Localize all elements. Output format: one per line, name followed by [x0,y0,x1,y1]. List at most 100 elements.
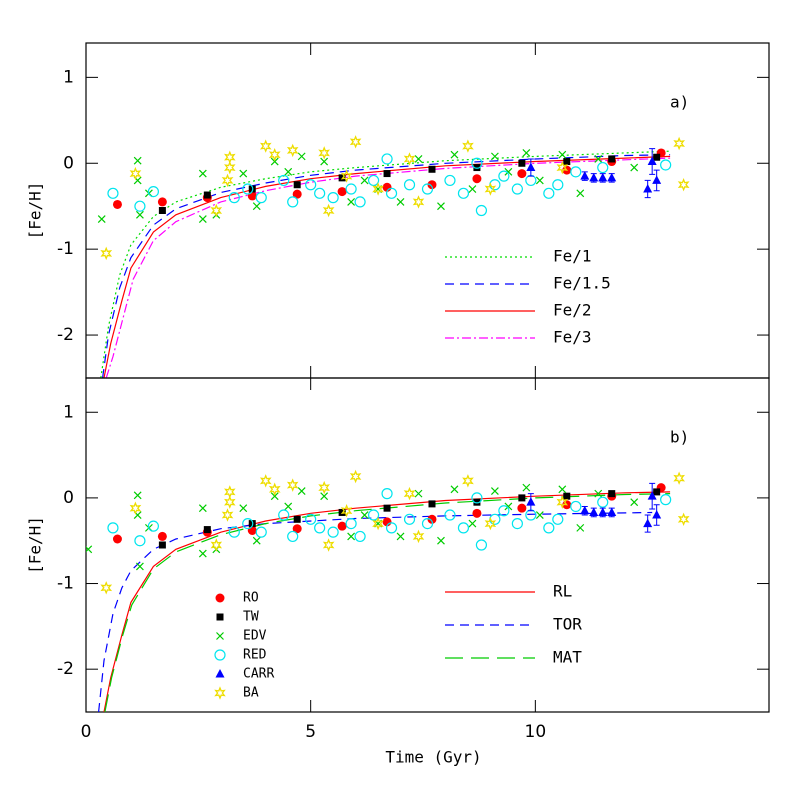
point [198,169,207,178]
model-line [100,150,671,378]
point [286,143,299,158]
point [372,516,384,531]
legend-label: EDV [243,629,267,644]
point [652,175,662,184]
point [608,155,616,163]
legend-swatch [216,632,224,640]
point [552,513,564,525]
point [471,492,483,504]
point [255,526,267,538]
point [414,489,423,498]
point [314,187,326,199]
point [673,471,686,485]
y-axis-label: [Fe/H] [26,182,45,240]
legend-swatch [215,669,225,678]
point [518,159,526,167]
point [286,478,299,492]
point [367,174,380,187]
point [498,170,510,182]
legend-swatch [215,593,225,603]
legend-label: RED [243,648,267,663]
point [210,203,223,218]
point [471,157,483,169]
point [382,517,392,527]
legend-label: CARR [243,667,274,682]
x-axis-label: Time (Gyr) [385,748,481,767]
point [354,530,366,543]
point [653,153,661,161]
point [421,183,434,195]
point [320,492,329,501]
panel-label: a) [670,93,689,112]
point [511,517,523,530]
point [444,509,456,521]
point [427,514,437,524]
point [239,504,248,513]
y-tick-label: 1 [63,402,74,422]
point [607,172,617,182]
legend-label: Fe/3 [553,328,592,347]
point [270,157,279,166]
point [259,139,272,153]
point [518,494,526,502]
point [473,164,481,172]
point [598,172,608,182]
y-tick-label: -1 [57,574,74,594]
point [247,191,257,201]
point [598,507,608,516]
y-tick-label: 0 [63,153,74,173]
point [522,483,531,492]
point [278,509,290,521]
point [322,538,335,552]
point [525,174,537,187]
point [107,522,119,534]
point [580,171,590,180]
point [594,489,603,498]
point [112,534,122,544]
point [677,512,690,526]
point [224,495,236,509]
point [327,192,339,204]
point [284,167,293,176]
legend-label: RO [243,591,259,606]
point [223,150,236,164]
point [268,147,281,162]
legend-label: Fe/1.5 [553,274,611,293]
point [203,191,211,199]
point [647,156,657,166]
point [284,502,293,511]
point [135,562,144,571]
point [403,152,416,166]
point [526,162,536,172]
point [382,182,392,192]
point [224,485,236,499]
point [556,495,569,509]
point [133,156,142,165]
point [292,189,302,199]
point [608,490,616,498]
point [287,530,299,543]
point [412,195,425,209]
point [472,174,482,184]
legend-label: RL [553,582,572,601]
point [552,179,564,191]
point [589,507,599,516]
point [594,155,603,163]
point [597,496,609,508]
point [158,541,166,549]
point [293,181,301,189]
point [427,180,437,190]
point [203,526,211,534]
point [255,192,267,204]
point [498,505,510,517]
point [643,184,653,193]
point [576,189,585,198]
point [242,517,254,530]
point [535,511,544,519]
point [517,503,527,513]
point [134,535,146,547]
point [535,176,544,185]
point [525,509,537,521]
y-tick-label: 0 [63,488,74,508]
point [543,522,555,534]
